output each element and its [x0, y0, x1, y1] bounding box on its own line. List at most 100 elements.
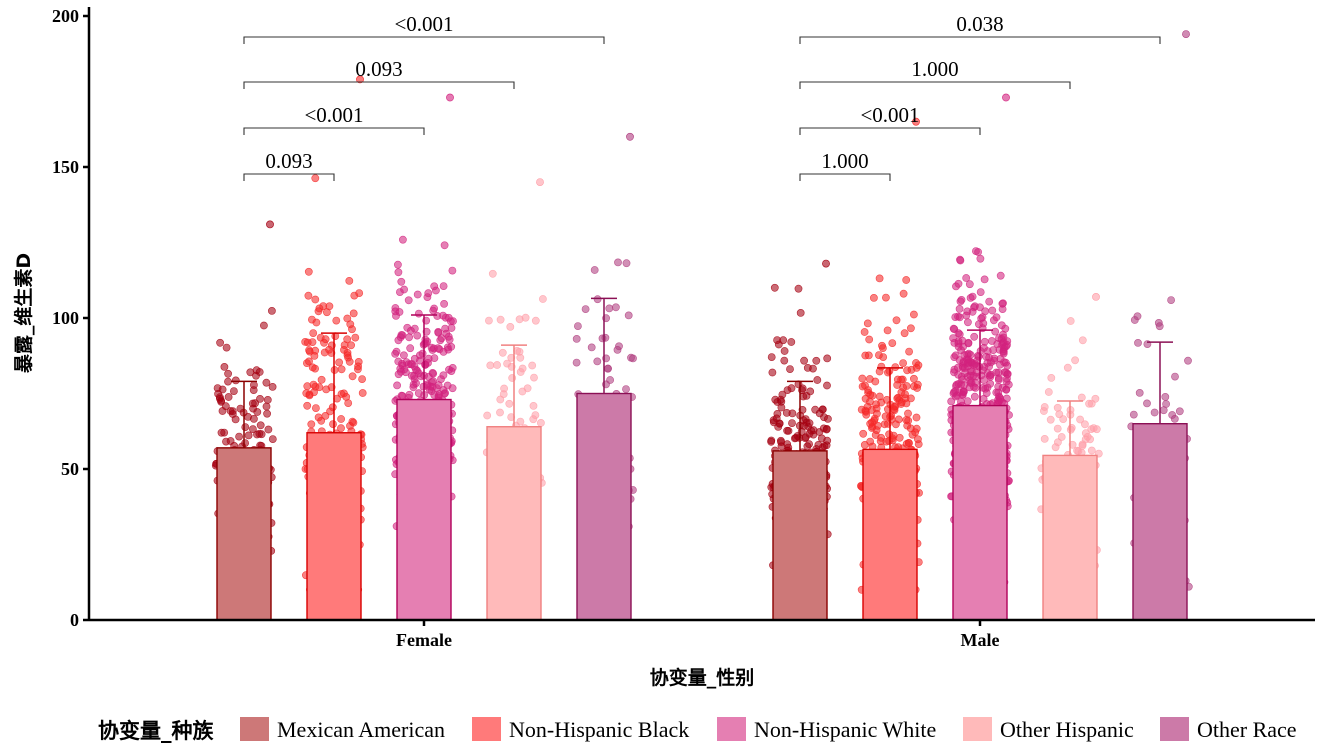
data-point	[905, 347, 913, 356]
data-point	[394, 336, 403, 345]
data-point	[910, 310, 918, 319]
data-point	[859, 429, 868, 438]
data-point	[216, 338, 224, 347]
data-point	[863, 319, 872, 328]
data-point	[500, 384, 508, 393]
data-point	[999, 338, 1008, 346]
data-point	[348, 417, 357, 426]
data-point	[796, 308, 805, 317]
data-point	[262, 402, 271, 411]
data-point	[963, 397, 972, 406]
data-point	[398, 235, 407, 244]
data-point	[910, 374, 918, 383]
data-point	[1071, 356, 1079, 365]
data-point	[446, 93, 454, 102]
bar-female-2	[396, 398, 452, 621]
data-point	[772, 414, 781, 423]
data-point	[1067, 423, 1076, 432]
data-point	[894, 415, 903, 424]
bar-male-4	[1132, 423, 1188, 621]
data-point	[248, 399, 257, 408]
legend-label: Mexican American	[277, 717, 445, 742]
data-point	[803, 442, 812, 451]
data-point	[337, 415, 345, 423]
data-point	[505, 399, 514, 408]
data-point	[317, 416, 326, 425]
data-point	[604, 364, 612, 373]
data-point	[1002, 368, 1010, 377]
data-point	[518, 364, 527, 373]
data-point	[434, 344, 442, 353]
data-point	[949, 334, 957, 342]
data-point	[767, 437, 775, 446]
data-point	[347, 341, 355, 350]
data-point	[303, 401, 312, 410]
data-point	[903, 421, 912, 430]
data-point	[530, 373, 538, 382]
data-point	[900, 329, 909, 338]
bar-male-2	[952, 404, 1008, 621]
data-point	[429, 306, 438, 315]
data-point	[213, 384, 222, 392]
data-point	[539, 295, 547, 303]
data-point	[1092, 292, 1100, 301]
data-point	[800, 356, 808, 365]
data-point	[913, 380, 922, 389]
data-point	[957, 380, 965, 389]
data-point	[256, 394, 264, 403]
data-point	[1161, 392, 1170, 401]
data-point	[322, 308, 331, 317]
x-ticks: Female Male	[396, 620, 999, 650]
data-point	[601, 333, 610, 342]
data-point	[960, 351, 969, 359]
data-point	[897, 398, 906, 407]
data-point	[777, 397, 786, 406]
data-point	[413, 331, 422, 340]
data-point	[531, 316, 540, 325]
bar-female-4	[576, 392, 632, 621]
data-point	[858, 374, 867, 383]
data-point	[391, 304, 400, 312]
data-point	[413, 290, 422, 299]
data-point	[875, 367, 884, 376]
data-point	[528, 361, 537, 370]
data-point	[404, 296, 413, 305]
data-point	[593, 295, 602, 304]
data-point	[865, 335, 874, 344]
data-point	[875, 274, 884, 283]
data-point	[870, 416, 879, 425]
data-point	[447, 324, 456, 332]
comparison-bracket	[243, 127, 425, 135]
significance-brackets: 0.093 <0.001 0.093 <0.001 1.000 <0.001 1.000 0.…	[243, 12, 1161, 181]
data-point	[787, 384, 796, 393]
y-tick-label: 50	[61, 459, 79, 479]
comparison-bracket	[799, 81, 1071, 89]
data-point	[965, 280, 974, 289]
data-point	[335, 358, 343, 367]
data-point	[962, 274, 971, 282]
data-point	[891, 402, 900, 411]
data-point	[397, 277, 406, 286]
data-point	[399, 351, 408, 360]
data-point	[999, 347, 1008, 356]
data-point	[780, 356, 789, 365]
y-ticks: 0 50 100 150 200	[52, 6, 89, 630]
data-point	[358, 375, 366, 383]
data-point	[1130, 316, 1139, 324]
legend-label: Other Race	[1197, 717, 1297, 742]
data-point	[902, 276, 911, 284]
data-point	[414, 389, 423, 398]
data-point	[976, 288, 985, 296]
data-point	[802, 418, 811, 427]
data-point	[311, 404, 320, 412]
data-point	[1057, 433, 1066, 441]
data-point	[400, 285, 408, 294]
data-point	[955, 330, 964, 339]
data-point	[252, 366, 261, 375]
data-point	[448, 384, 457, 393]
data-point	[980, 275, 989, 284]
data-point	[572, 334, 581, 343]
data-point	[1063, 363, 1072, 372]
data-point	[857, 405, 866, 414]
data-point	[484, 316, 493, 325]
